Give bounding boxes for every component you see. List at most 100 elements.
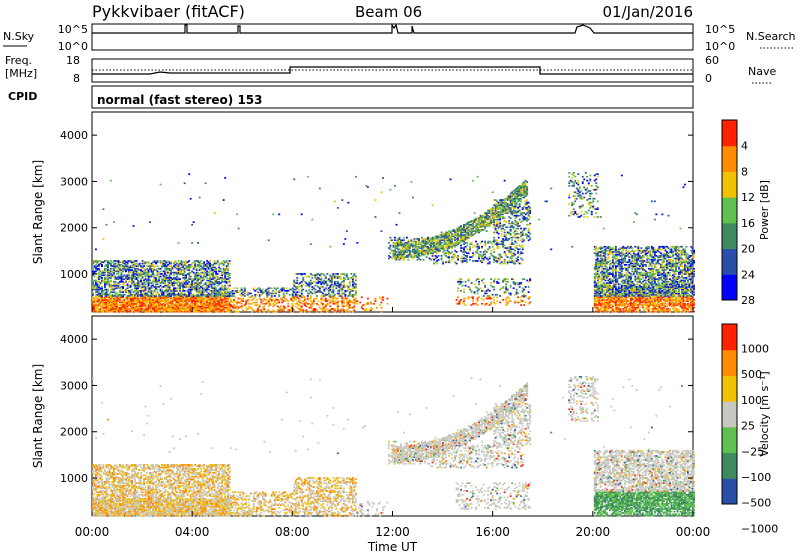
power-cell [107,309,109,312]
power-cell [159,297,162,300]
power-cell [225,261,228,264]
power-cell [206,304,209,306]
power-cell [437,249,440,252]
power-cell [93,288,96,291]
power-cell [206,266,209,269]
power-cell [173,266,175,269]
power-cell [176,287,178,290]
power-cell [401,256,404,258]
power-cell [147,282,150,284]
power-cell [99,273,102,275]
power-cell [347,286,350,288]
power-cell [99,270,102,273]
power-cell [104,279,106,282]
power-cell [503,231,506,234]
power-cell [228,310,231,313]
power-cell [192,279,195,282]
power-cell [189,296,192,299]
power-cell [455,230,458,232]
power-cell [526,220,529,222]
power-cell [309,295,312,297]
power-cell [176,290,178,292]
power-cell [110,301,112,304]
power-cell [460,235,462,238]
power-cell [422,252,425,255]
power-cell [527,239,530,242]
power-cell [491,207,494,209]
power-cell [158,286,160,288]
power-cell [294,282,297,284]
power-cell [296,277,299,279]
power-cell [164,286,166,288]
power-cell [105,306,108,309]
power-cell [120,261,123,264]
power-cell [228,301,231,304]
power-cell [99,288,102,291]
power-cell [523,205,526,208]
power-cell [206,271,209,274]
power-cell [499,257,502,260]
power-cell [98,267,100,270]
power-cell [407,245,410,248]
power-cell [152,306,154,309]
power-cell [107,278,109,280]
power-cell [168,305,171,308]
power-cell [303,310,306,313]
power-cell [332,302,335,305]
power-cell [437,245,440,248]
power-cell [365,302,368,305]
power-cell [168,271,171,274]
power-cell [140,279,142,282]
power-cell [119,267,121,270]
power-cell [392,249,395,252]
power-cell [150,267,153,270]
power-cell [354,293,357,296]
power-cell [351,306,354,309]
power-cell [243,304,246,306]
power-cell [173,274,175,277]
power-cell [496,200,499,203]
power-cell [464,255,467,257]
power-cell [146,293,148,296]
power-cell [147,291,150,293]
power-cell [338,288,341,291]
power-cell [107,310,109,313]
power-cell [171,266,174,269]
power-cell [114,266,117,269]
power-cell [248,299,251,301]
power-cell [180,306,183,309]
power-cell [174,271,177,274]
power-cell [327,309,330,312]
power-cell [102,273,105,275]
power-cell [497,207,500,209]
power-cell [158,280,160,283]
power-cell [93,265,96,267]
power-cell [132,279,135,282]
power-cell [156,301,159,304]
power-cell [515,196,518,199]
power-cell [168,309,171,312]
power-cell [409,240,411,243]
power-cell [309,243,312,245]
power-cell [228,273,231,275]
power-cell [527,230,530,232]
power-cell [478,278,480,280]
power-cell [119,293,121,296]
power-cell [119,287,121,290]
power-cell [469,247,471,249]
power-cell [333,275,336,278]
power-cell [96,280,99,283]
power-cell [421,240,423,243]
power-cell [299,284,302,287]
power-cell [394,245,396,248]
power-cell [197,278,200,280]
power-cell [323,280,326,283]
power-cell [517,197,520,200]
power-cell [107,282,109,284]
power-cell [197,271,200,274]
power-cell [398,244,401,247]
power-cell [427,245,429,248]
power-cell [152,264,154,266]
power-cell [282,305,285,308]
power-cell [261,300,264,302]
